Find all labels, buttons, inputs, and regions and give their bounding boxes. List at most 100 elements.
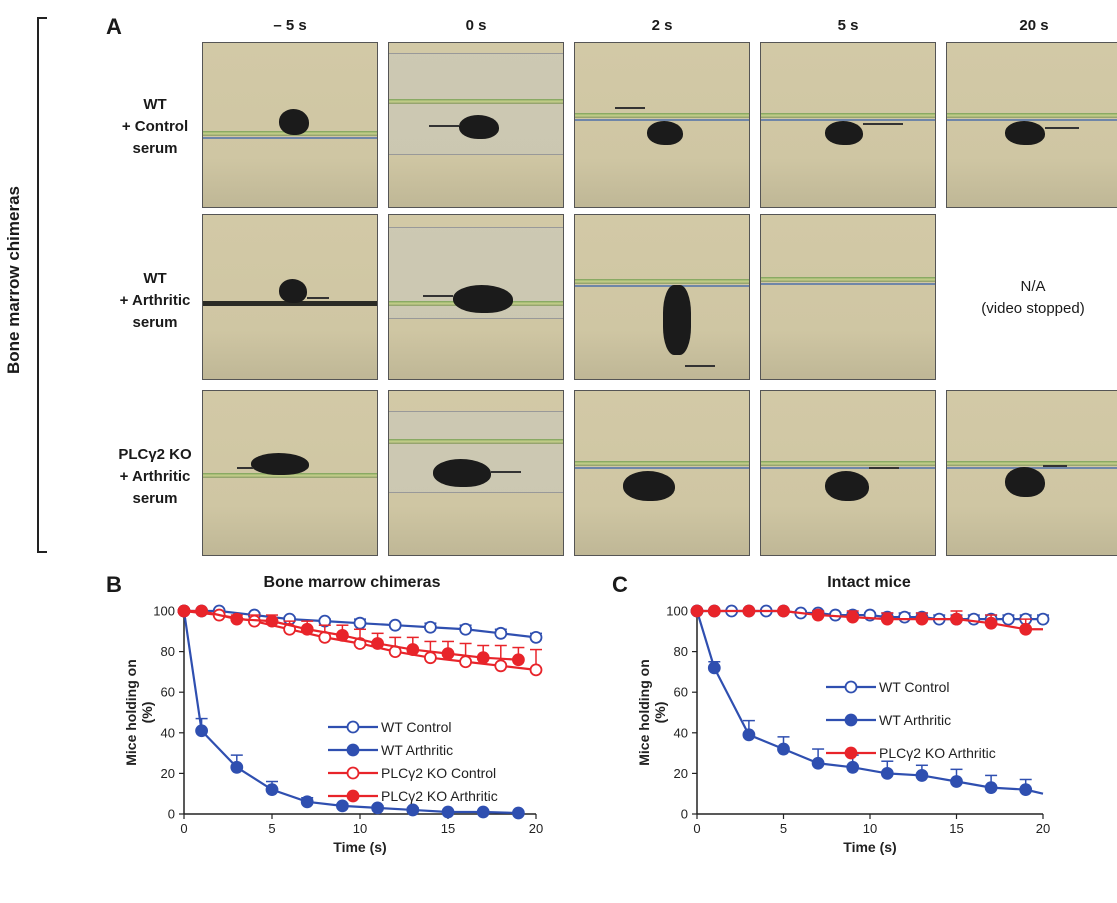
x-axis-label: Time (s) — [333, 839, 386, 855]
x-tick-label: 15 — [949, 821, 963, 836]
data-point — [476, 651, 490, 665]
y-tick-label: 100 — [666, 604, 688, 619]
y-tick-label: 40 — [674, 725, 688, 740]
data-point — [494, 659, 508, 673]
data-point — [846, 610, 860, 624]
data-point — [459, 655, 473, 669]
legend-entry: WT Arthritic — [381, 742, 453, 758]
row-label-line: serum — [132, 490, 178, 507]
data-point — [742, 728, 756, 742]
y-axis-label: Mice holding on — [636, 659, 652, 766]
x-tick-label: 5 — [780, 821, 787, 836]
row-label-line: WT — [143, 96, 167, 113]
y-tick-label: 100 — [153, 604, 175, 619]
y-tick-label: 80 — [161, 644, 175, 659]
legend-marker — [346, 720, 360, 734]
data-point — [950, 612, 963, 626]
data-point — [371, 801, 385, 815]
y-tick-label: 20 — [161, 766, 175, 781]
video-frame-r2-c3 — [574, 214, 750, 380]
legend-entry: WT Control — [381, 719, 452, 735]
y-tick-label: 60 — [674, 685, 688, 700]
data-point — [388, 618, 402, 632]
legend-entry: PLCγ2 KO Control — [381, 765, 496, 781]
data-point — [371, 637, 385, 650]
x-tick-label: 15 — [441, 821, 455, 836]
y-tick-label: 20 — [674, 766, 688, 781]
data-point — [777, 742, 790, 756]
data-point — [423, 620, 437, 634]
data-point — [1019, 783, 1033, 797]
panel-a-letter: A — [106, 14, 122, 39]
video-frame-r3-c2 — [388, 390, 564, 556]
legend-marker — [844, 746, 858, 760]
data-point — [335, 799, 349, 813]
legend-marker — [346, 743, 360, 757]
panel-b-letter: B — [106, 572, 122, 597]
panel-c-letter: C — [612, 572, 628, 597]
video-frame-r3-c4 — [760, 390, 936, 556]
row-label-wt-arthritic: WT + Arthritic serum — [110, 268, 200, 334]
data-point — [984, 781, 998, 795]
data-point — [915, 769, 929, 782]
chart-c-title: Intact mice — [827, 574, 911, 591]
legend-entry: PLCγ2 KO Arthritic — [381, 788, 498, 804]
side-label: Bone marrow chimeras — [4, 186, 23, 375]
data-point — [511, 806, 525, 820]
legend-marker — [844, 680, 858, 694]
video-frame-r3-c1 — [202, 390, 378, 556]
data-point — [195, 724, 208, 738]
chart-b: 0 5 10 15 20 0 20 40 60 80 100 Time (s) Mice holding… — [123, 604, 543, 856]
chart-b-title: Bone marrow chimeras — [263, 574, 441, 591]
legend-marker — [844, 713, 858, 727]
column-header-0: 0 s — [465, 17, 487, 34]
data-point — [195, 604, 208, 618]
data-point — [742, 604, 756, 618]
data-point — [880, 612, 894, 626]
data-point — [707, 604, 721, 618]
data-point — [353, 616, 367, 630]
data-point — [230, 760, 244, 774]
data-point — [494, 626, 508, 640]
row-label-line: + Control — [121, 118, 189, 135]
data-point — [1019, 622, 1033, 636]
video-frame-r3-c3 — [574, 390, 750, 556]
x-tick-label: 10 — [353, 821, 367, 836]
na-label: N/A — [1020, 278, 1046, 295]
data-point — [846, 760, 860, 774]
video-frame-r1-c3 — [574, 42, 750, 208]
data-point — [777, 604, 790, 618]
data-point — [459, 622, 473, 636]
x-tick-label: 0 — [693, 821, 700, 836]
row-bracket-bottom — [37, 551, 47, 553]
row-label-wt-control: WT + Control serum — [110, 94, 200, 160]
series-line-1 — [695, 610, 1044, 795]
y-axis-label: Mice holding on — [123, 659, 139, 766]
video-frame-r3-c5 — [946, 390, 1117, 556]
data-point — [880, 766, 894, 780]
video-frame-r1-c5 — [946, 42, 1117, 208]
data-point — [529, 630, 543, 644]
na-note: (video stopped) — [981, 300, 1085, 317]
data-point — [950, 775, 963, 788]
legend-entry: WT Arthritic — [879, 712, 951, 728]
data-point — [690, 604, 704, 618]
data-point — [529, 663, 543, 677]
data-point — [265, 783, 279, 797]
row-label-plcg2-arthritic: PLCγ2 KO + Arthritic serum — [110, 444, 200, 510]
data-point — [1001, 612, 1015, 626]
data-point — [811, 756, 825, 770]
column-header-5: 5 s — [837, 17, 859, 34]
chart-c: 0 5 10 15 20 0 20 40 60 80 100 Time (s) Mice holding… — [636, 604, 1050, 856]
x-tick-label: 10 — [863, 821, 877, 836]
data-point — [811, 608, 825, 622]
data-point — [406, 803, 420, 817]
y-tick-label: 80 — [674, 644, 688, 659]
data-point — [441, 805, 455, 819]
legend-marker — [346, 766, 360, 780]
video-frame-r2-c2 — [388, 214, 564, 380]
legend-entry: WT Control — [879, 679, 950, 695]
y-tick-label: 0 — [168, 807, 175, 822]
y-tick-label: 0 — [681, 807, 688, 822]
y-axis-label-unit: (%) — [652, 702, 668, 724]
